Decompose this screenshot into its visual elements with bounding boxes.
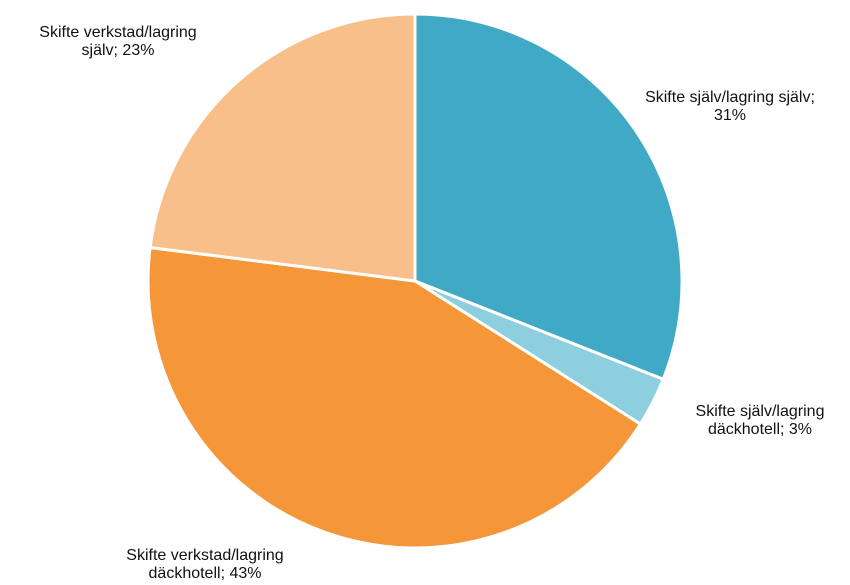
slice-label: Skifte själv/lagring däckhotell; 3% <box>695 403 825 438</box>
slice-label: Skifte verkstad/lagring själv; 23% <box>39 24 197 59</box>
slice-label: Skifte själv/lagring själv; 31% <box>645 89 815 124</box>
pie-slice <box>148 12 417 283</box>
pie-slice <box>413 12 684 382</box>
slice-label: Skifte verkstad/lagring däckhotell; 43% <box>126 547 284 582</box>
pie-slice <box>146 245 643 550</box>
